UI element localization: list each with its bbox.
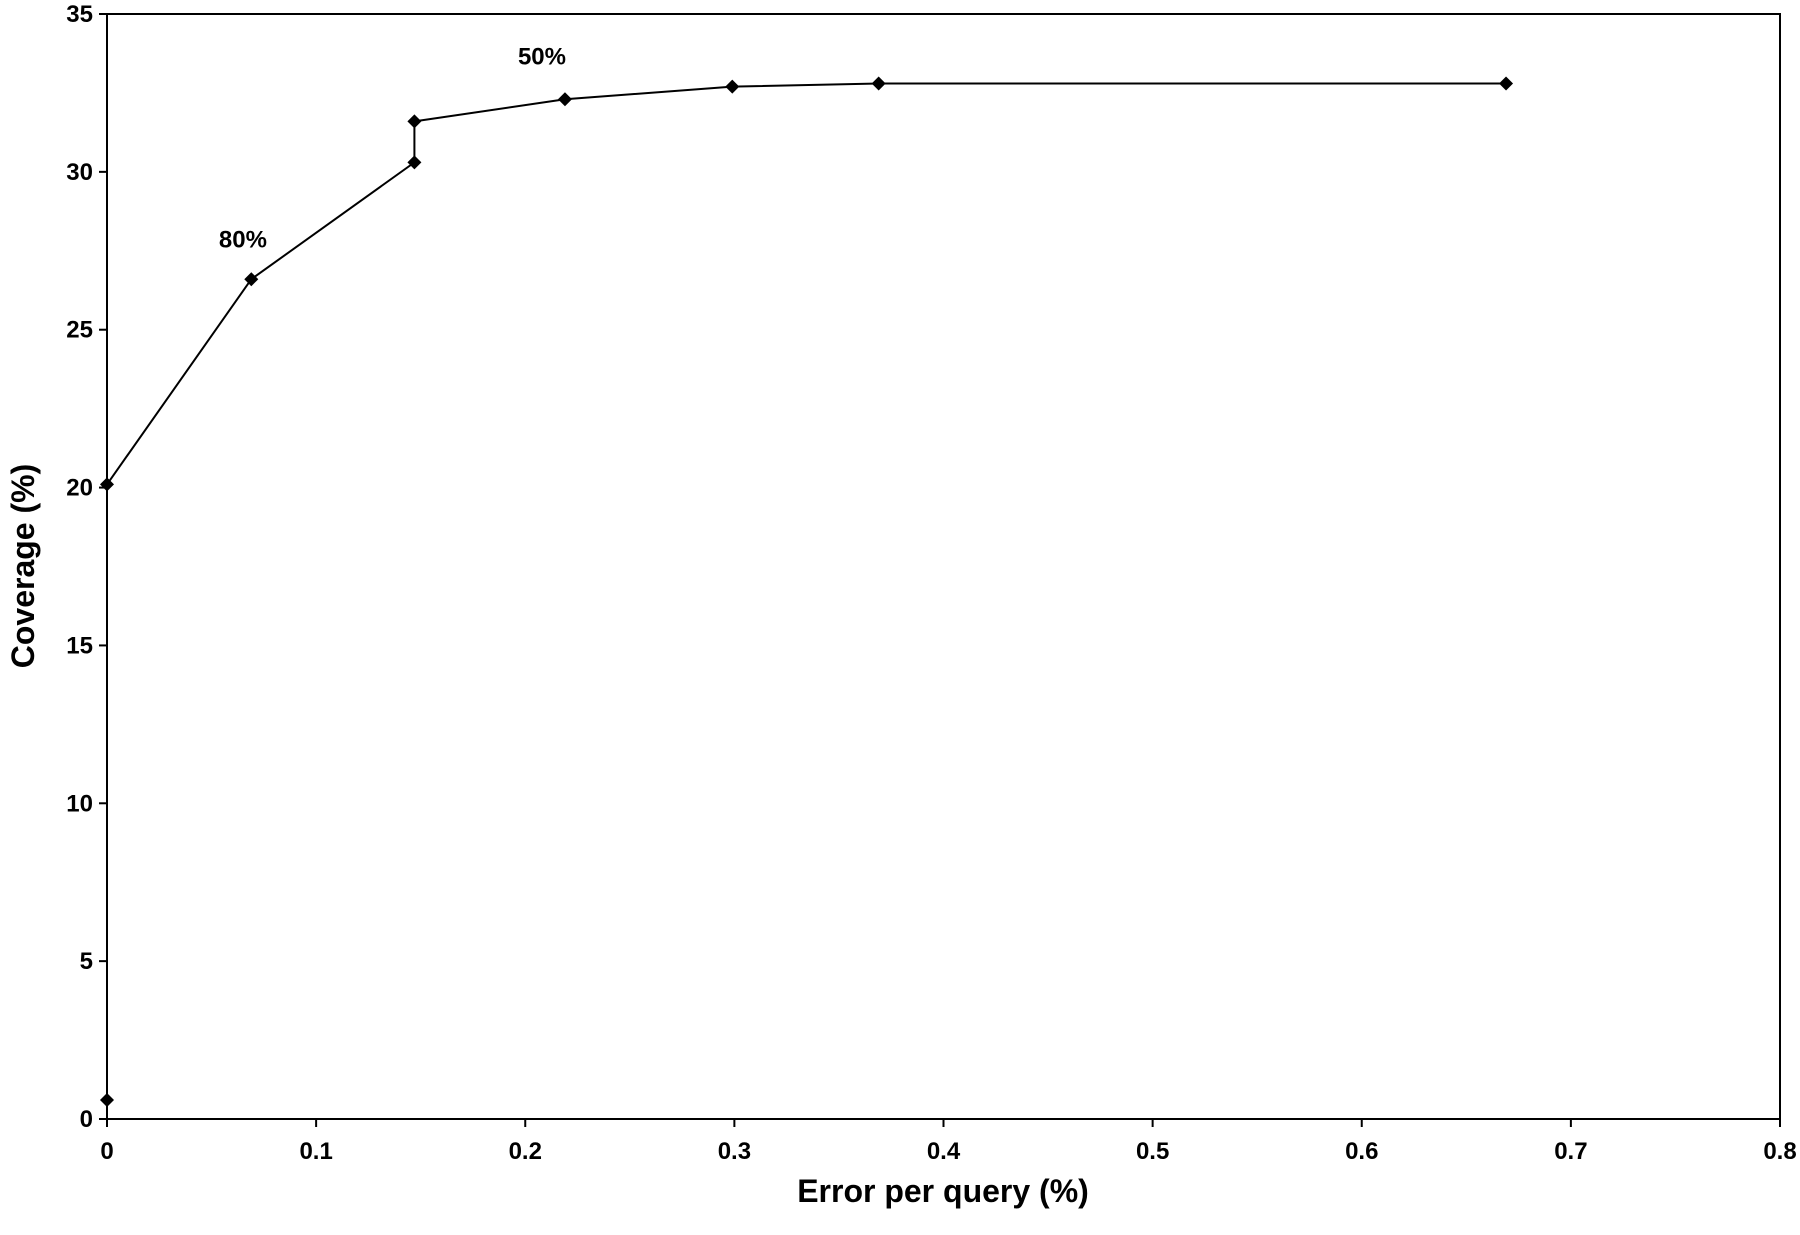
x-tick-label: 0.3 xyxy=(718,1138,751,1165)
annotation-label: 80% xyxy=(219,227,267,254)
data-point xyxy=(407,114,422,129)
x-tick-label: 0.2 xyxy=(509,1138,542,1165)
x-tick-label: 0.4 xyxy=(927,1138,961,1165)
x-axis: 0 0.1 0.2 0.3 0.4 0.5 0.6 0.7 0.8 xyxy=(100,1119,1797,1165)
data-point xyxy=(244,272,259,287)
data-point xyxy=(557,92,572,107)
data-point xyxy=(407,155,422,170)
y-tick-label: 25 xyxy=(66,317,93,344)
data-point xyxy=(725,79,740,94)
data-point xyxy=(100,477,114,492)
series-group xyxy=(100,76,1514,1108)
data-point xyxy=(871,76,886,91)
y-tick-label: 5 xyxy=(80,948,93,975)
y-tick-label: 0 xyxy=(80,1106,93,1133)
x-tick-label: 0.7 xyxy=(1554,1138,1587,1165)
y-axis: 0 5 10 15 20 25 30 35 xyxy=(66,1,107,1133)
x-axis-title: Error per query (%) xyxy=(797,1173,1089,1209)
y-axis-title: Coverage (%) xyxy=(5,464,41,669)
y-tick-label: 35 xyxy=(66,1,93,28)
data-point xyxy=(1499,76,1514,91)
annotations-group: 80% 50% xyxy=(219,44,566,254)
plot-area xyxy=(106,13,1781,1120)
x-tick-label: 0 xyxy=(100,1138,113,1165)
x-tick-label: 0.8 xyxy=(1763,1138,1796,1165)
y-tick-label: 10 xyxy=(66,790,93,817)
x-tick-label: 0.6 xyxy=(1345,1138,1378,1165)
y-tick-label: 20 xyxy=(66,475,93,502)
y-tick-label: 30 xyxy=(66,159,93,186)
x-tick-label: 0.1 xyxy=(299,1138,332,1165)
x-tick-label: 0.5 xyxy=(1136,1138,1169,1165)
y-tick-label: 15 xyxy=(66,632,93,659)
data-point xyxy=(100,1093,114,1108)
annotation-label: 50% xyxy=(518,44,566,71)
